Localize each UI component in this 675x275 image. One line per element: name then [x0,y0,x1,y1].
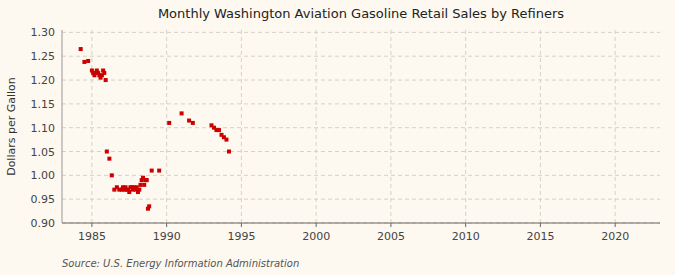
x-grid-line [615,30,616,223]
point [147,204,151,208]
x-tick [615,223,616,227]
y-grid-line [62,199,660,200]
y-grid-line [62,151,660,152]
x-tick-label: 2020 [601,230,629,243]
points [79,47,231,211]
y-tick-label: 0.95 [31,193,56,206]
y-grid-line [62,127,660,128]
chart-svg: 0.90 0.95 1.00 1.05 1.10 1.15 1.20 1.25 1.30 1985… [0,0,675,275]
point [145,178,149,182]
point [157,169,161,173]
y-tick-label: 1.15 [31,98,56,111]
point [82,60,86,64]
y-grid-line [62,175,660,176]
y-grid-line [62,32,660,33]
x-tick-label: 2005 [377,230,405,243]
y-tick-label: 1.30 [31,26,56,39]
x-axis-line [62,223,660,224]
x-tick-label: 1990 [153,230,181,243]
x-tick [316,223,317,227]
x-tick [390,223,391,227]
point [86,59,90,63]
point [138,183,142,187]
point [79,47,83,51]
y-grid-line [62,80,660,81]
point [224,138,228,142]
y-tick-label: 1.20 [31,74,56,87]
point [142,183,146,187]
x-tick [166,223,167,227]
point [167,121,171,125]
point [150,169,154,173]
point [187,119,191,123]
y-tick-label: 0.90 [31,217,56,230]
x-tick [91,223,92,227]
x-tick-label: 2010 [452,230,480,243]
point [191,121,195,125]
x-tick-label: 2015 [526,230,554,243]
title: Monthly Washington Aviation Gasoline Ret… [158,6,564,21]
point [104,78,108,82]
x-tick-label: 1995 [227,230,255,243]
x-tick-label: 1985 [78,230,106,243]
y-grid-line [62,223,660,224]
point [217,128,221,132]
source-note: Source: U.S. Energy Information Administ… [62,258,299,269]
x-grid-line [316,30,317,223]
y-axis-line [62,30,63,223]
y-grid-line [62,56,660,57]
x-grid-line [390,30,391,223]
point [227,150,231,154]
x-grid-line [166,30,167,223]
x-tick-label: 2000 [302,230,330,243]
point [107,157,111,161]
x-grid-line [241,30,242,223]
x-tick [241,223,242,227]
grid [62,30,660,223]
axes: 0.90 0.95 1.00 1.05 1.10 1.15 1.20 1.25 1.30 1985… [31,26,661,243]
x-tick [540,223,541,227]
y-tick-label: 1.00 [31,169,56,182]
y-grid-line [62,103,660,104]
x-grid-line [465,30,466,223]
chart-container: 0.90 0.95 1.00 1.05 1.10 1.15 1.20 1.25 1.30 1985… [0,0,675,275]
point [180,111,184,115]
point [110,173,114,177]
point [137,188,141,192]
x-tick [465,223,466,227]
x-grid-line [91,30,92,223]
y-tick-label: 1.25 [31,50,56,63]
y-axis-label: Dollars per Gallon [5,77,18,176]
point [102,71,106,75]
point [105,150,109,154]
y-tick-label: 1.10 [31,122,56,135]
point [127,190,131,194]
x-grid-line [540,30,541,223]
y-tick-label: 1.05 [31,146,56,159]
